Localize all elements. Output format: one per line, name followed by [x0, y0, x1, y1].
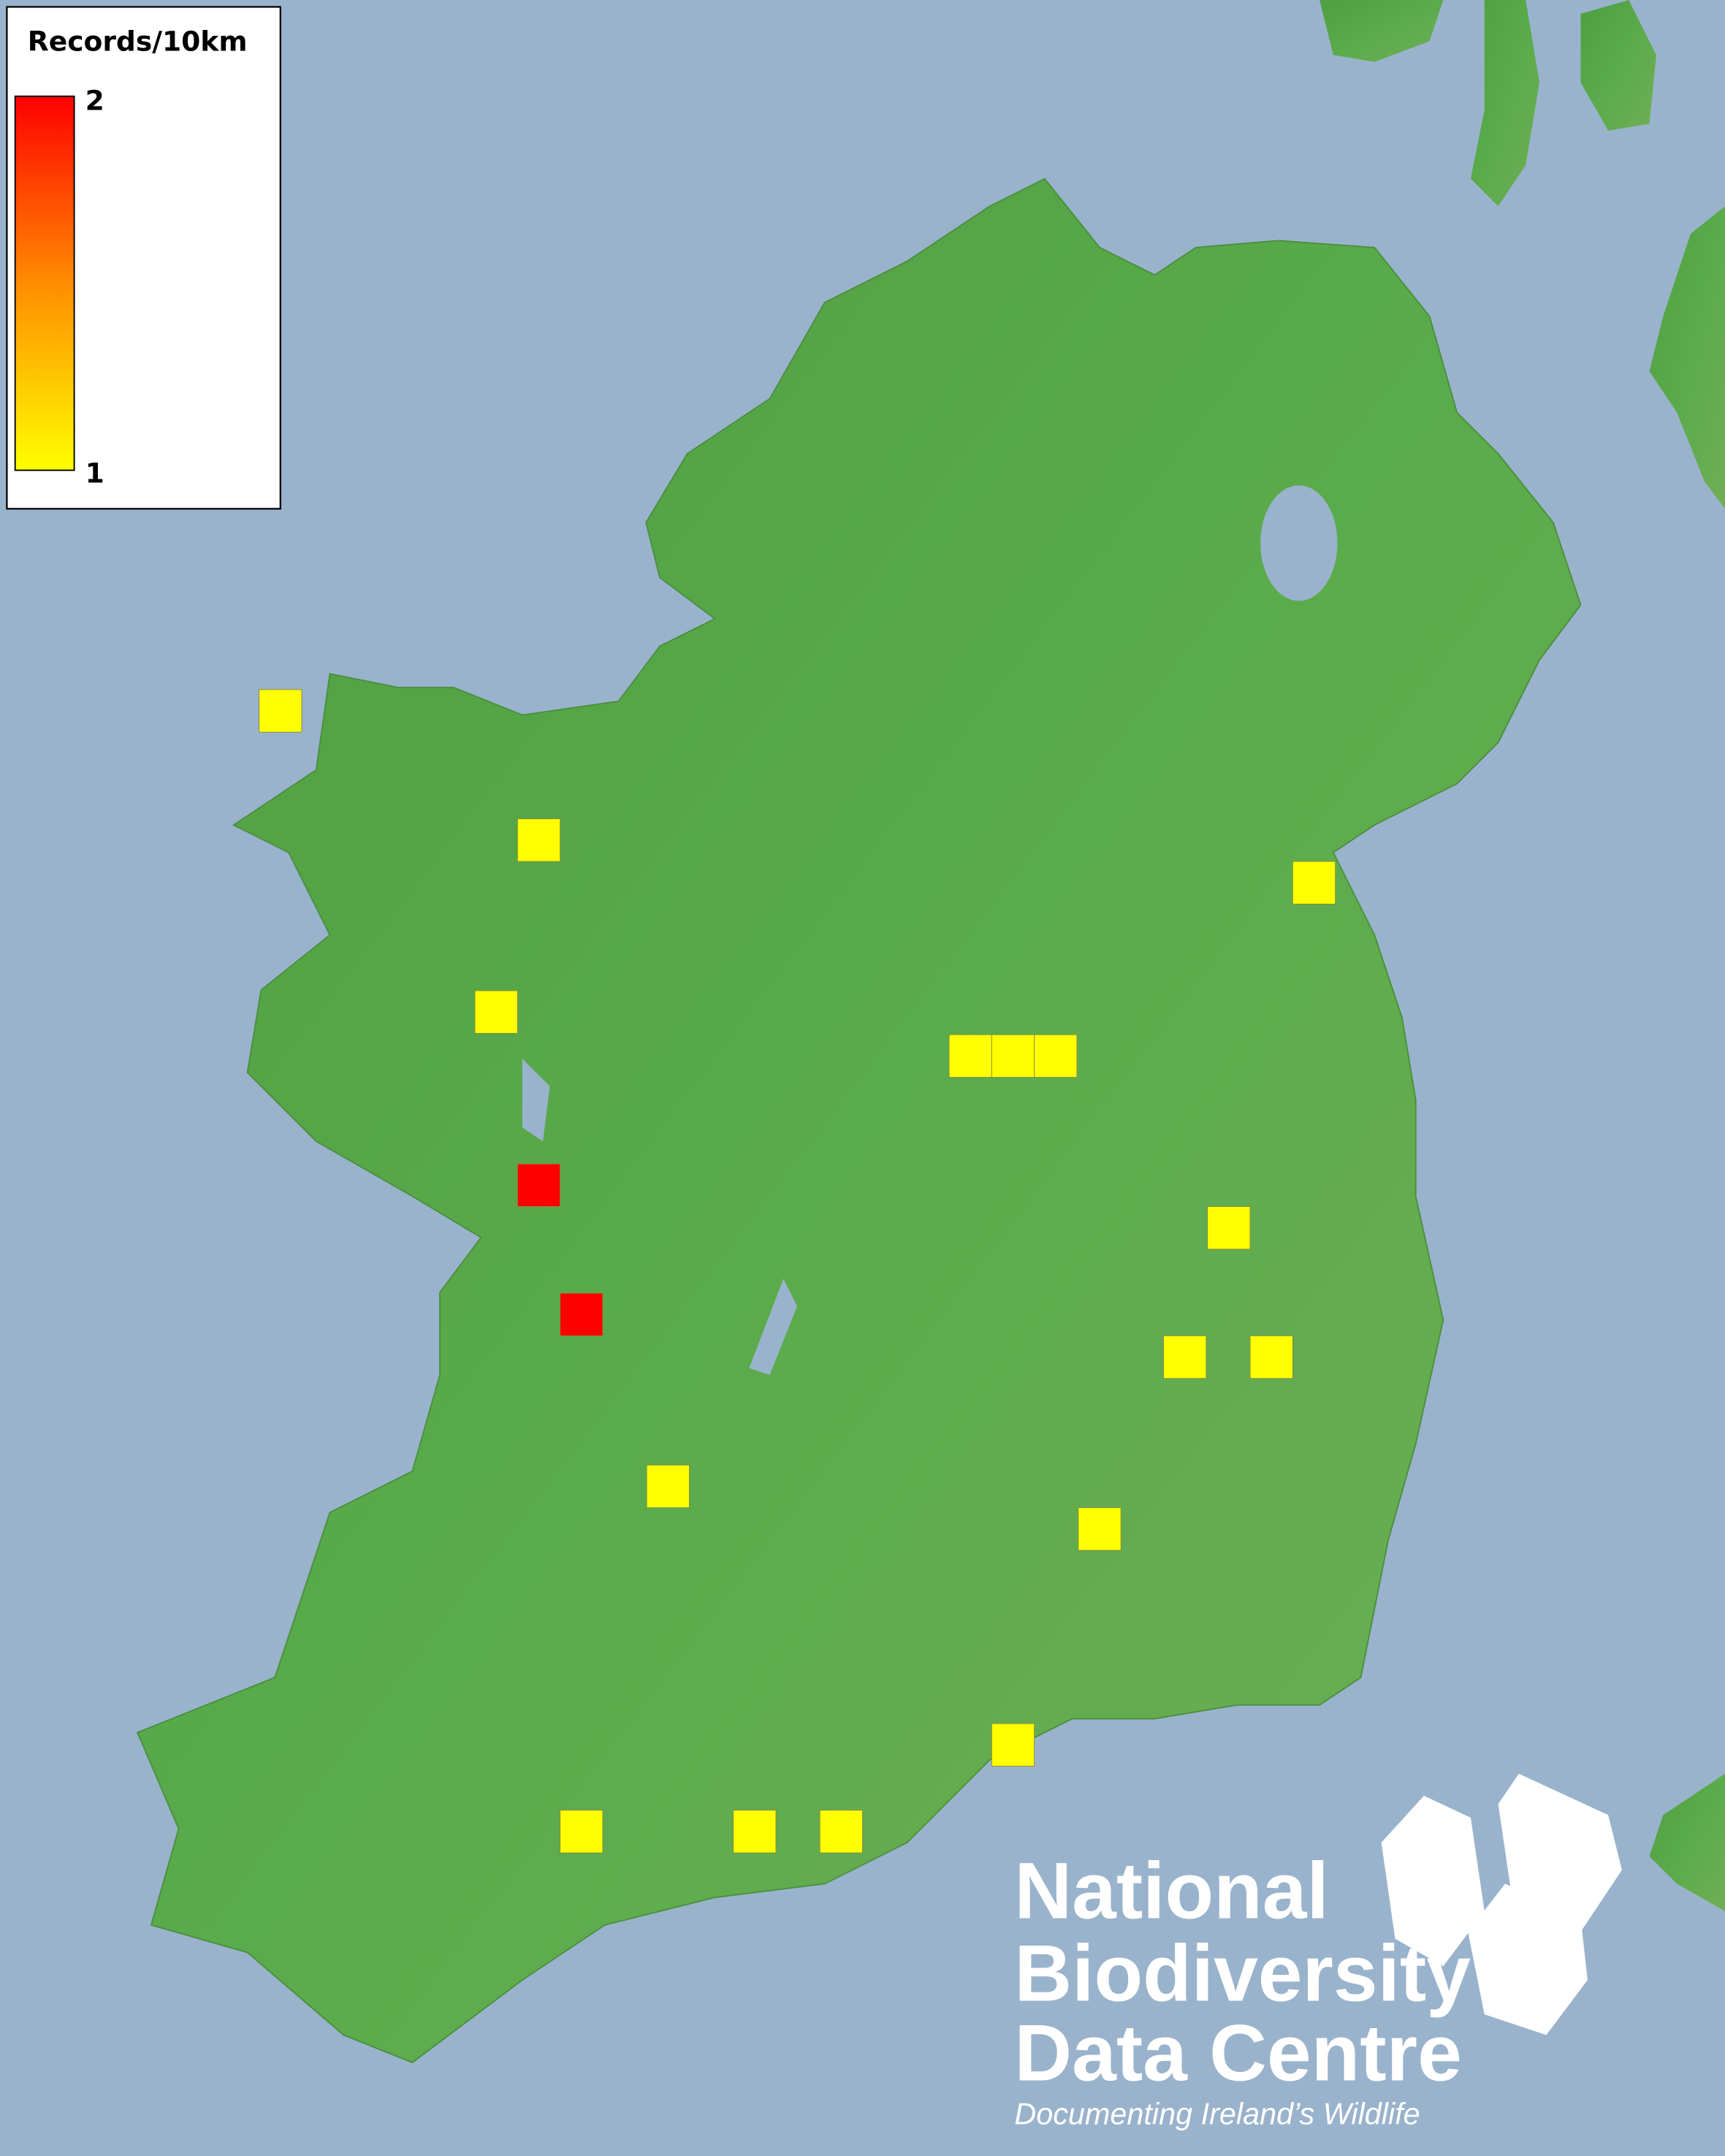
record-square	[1034, 1034, 1078, 1078]
tree-icon	[1381, 1795, 1485, 1967]
record-square	[517, 818, 561, 862]
lough-corrib	[522, 1059, 550, 1142]
scotland-landmass	[1320, 0, 1725, 1912]
record-square	[991, 1723, 1035, 1767]
lough-derg	[749, 1279, 798, 1376]
record-square	[819, 1810, 863, 1854]
record-square	[560, 1810, 603, 1854]
record-square	[1078, 1507, 1122, 1551]
logo-line-1: National	[1014, 1846, 1328, 1935]
butterfly-icon	[1498, 1773, 1622, 1932]
nbdc-logo: National Biodiversity Data Centre Docume…	[1014, 1773, 1622, 2131]
lough-neagh	[1260, 485, 1338, 601]
record-square	[259, 689, 302, 733]
record-square	[1292, 861, 1336, 904]
record-square	[1249, 1335, 1293, 1379]
ireland-landmass	[136, 178, 1582, 2064]
record-square	[646, 1464, 690, 1509]
record-square	[517, 1163, 561, 1207]
legend-title: Records/10km	[28, 26, 248, 58]
logo-icons	[1381, 1773, 1622, 2035]
seahorse-icon	[1468, 1883, 1588, 2035]
legend: Records/10km 2 1	[6, 6, 281, 510]
legend-min-label: 1	[85, 457, 104, 490]
record-square	[474, 990, 518, 1034]
logo-line-3: Data Centre	[1014, 2008, 1461, 2098]
logo-tagline: Documenting Ireland’s Wildlife	[1014, 2098, 1420, 2131]
record-square	[560, 1292, 603, 1336]
record-square	[1163, 1335, 1207, 1379]
logo-line-2: Biodiversity	[1014, 1929, 1471, 2018]
legend-max-label: 2	[85, 85, 104, 117]
record-square	[1207, 1205, 1251, 1250]
record-square	[991, 1034, 1035, 1078]
record-squares	[259, 689, 1336, 1854]
record-square	[948, 1034, 992, 1078]
legend-color-bar	[14, 95, 75, 471]
record-square	[733, 1810, 777, 1854]
